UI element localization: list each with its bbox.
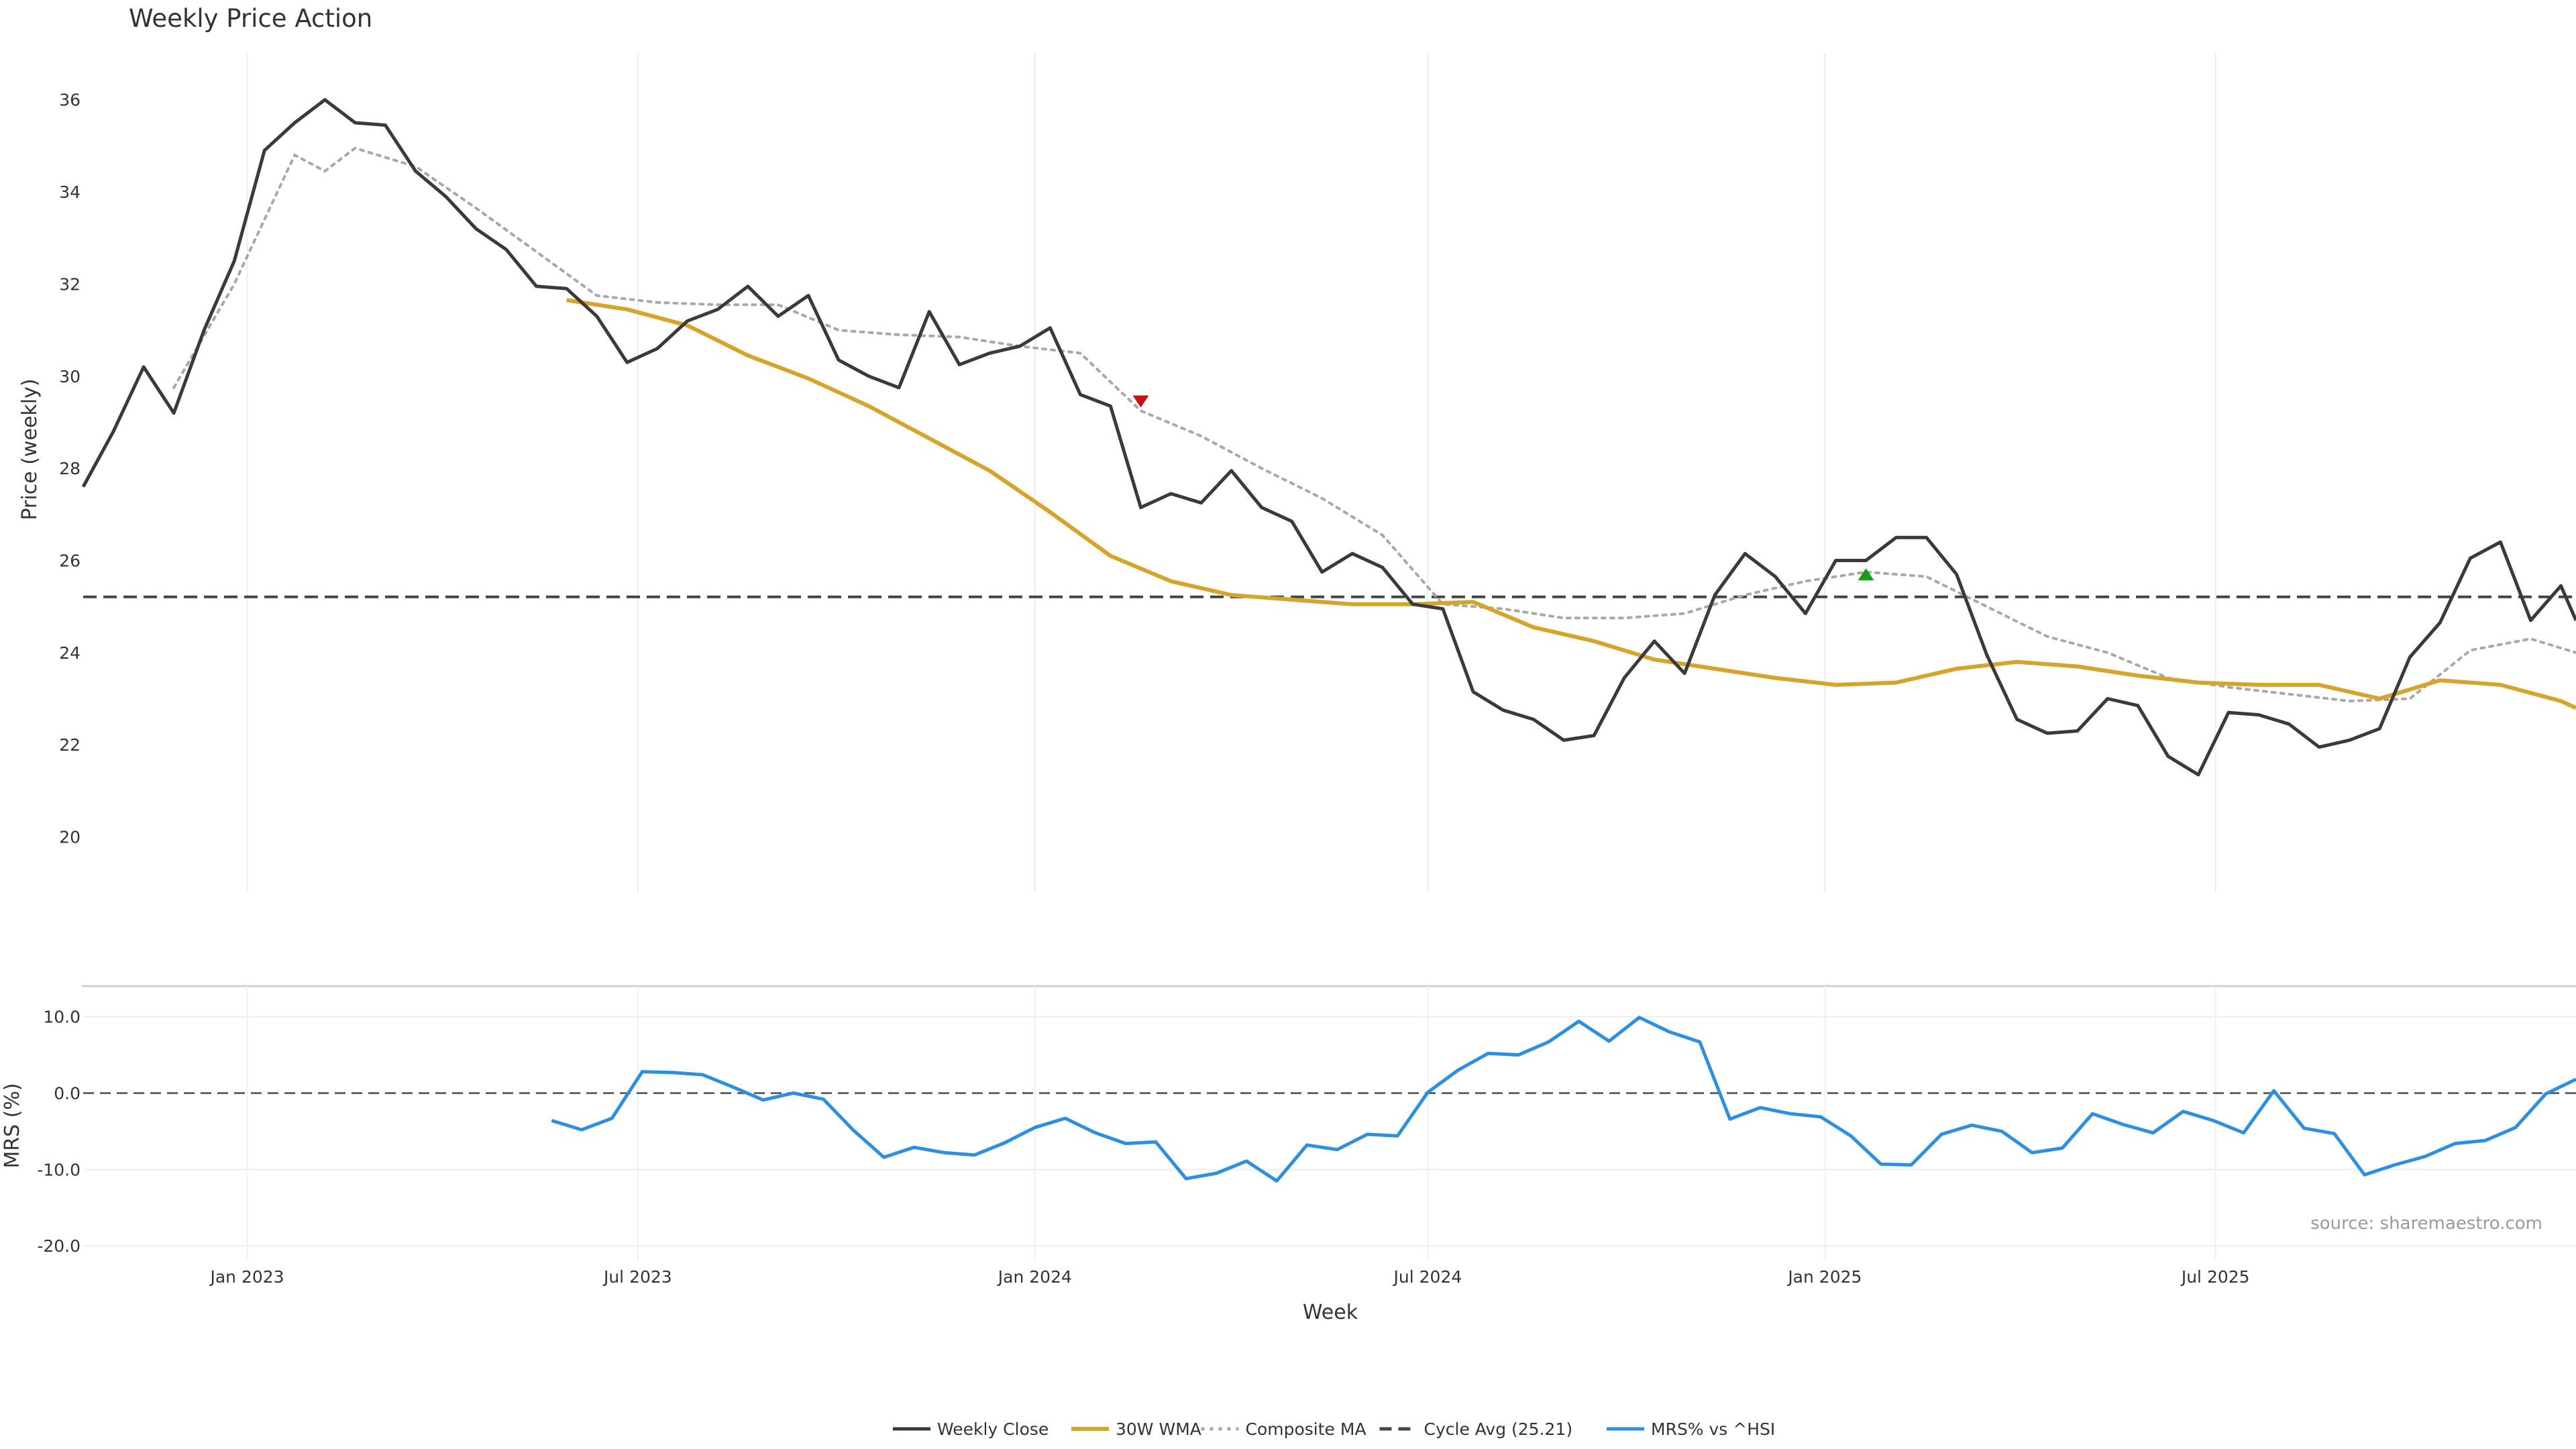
mrs-line: [551, 1016, 2576, 1183]
x-tick-label: Jan 2024: [997, 1267, 1072, 1287]
buy-signal-marker: [1858, 568, 1874, 581]
x-tick-label: Jul 2025: [2180, 1267, 2250, 1287]
mrs-y-tick-label: 0.0: [54, 1083, 80, 1103]
legend-item: 30W WMA: [1071, 1419, 1201, 1439]
price-y-tick-label: 20: [59, 828, 80, 847]
mrs-y-axis-label: MRS (%): [1, 1083, 24, 1168]
mrs-panel: 10.0 0.0 -10.0 -20.0 MRS (%) source: sharem…: [1, 985, 2576, 1261]
legend-item: Cycle Avg (25.21): [1379, 1419, 1573, 1439]
mrs-gridlines: [83, 986, 2576, 1261]
price-y-tick-label: 34: [59, 182, 80, 202]
wma-30w-line: [566, 298, 2576, 710]
legend-label: Weekly Close: [937, 1419, 1049, 1439]
weekly-close-line: [81, 98, 2576, 777]
legend-item: Composite MA: [1201, 1419, 1366, 1439]
signal-markers: [1132, 395, 1874, 581]
price-y-tick-label: 22: [59, 735, 80, 755]
chart-title: Weekly Price Action: [129, 4, 372, 33]
price-x-gridlines: [246, 54, 2216, 892]
price-y-axis-label: Price (weekly): [18, 378, 42, 520]
x-tick-label: Jul 2023: [602, 1267, 672, 1287]
legend-label: MRS% vs ^HSI: [1651, 1419, 1775, 1439]
price-y-tick-label: 30: [59, 367, 80, 386]
price-y-tick-label: 24: [59, 643, 80, 663]
x-axis-label: Week: [1303, 1301, 1358, 1324]
source-note: source: sharemaestro.com: [2310, 1214, 2542, 1234]
legend-item: MRS% vs ^HSI: [1607, 1419, 1775, 1439]
legend-label: Cycle Avg (25.21): [1424, 1419, 1573, 1439]
legend: Weekly Close 30W WMA Composite MA Cycle Avg…: [893, 1419, 1775, 1439]
legend-item: Weekly Close: [893, 1419, 1049, 1439]
x-tick-label: Jan 2025: [1786, 1267, 1862, 1287]
price-y-tick-label: 36: [59, 91, 80, 110]
mrs-y-tick-label: 10.0: [43, 1008, 80, 1027]
sell-signal-marker: [1132, 395, 1149, 408]
mrs-y-tick-label: -10.0: [37, 1160, 80, 1179]
price-y-tick-label: 32: [59, 274, 80, 294]
x-tick-label: Jan 2023: [209, 1267, 284, 1287]
legend-label: 30W WMA: [1116, 1419, 1201, 1439]
price-y-tick-label: 28: [59, 459, 80, 478]
price-y-tick-label: 26: [59, 551, 80, 570]
mrs-y-tick-label: -20.0: [37, 1236, 80, 1256]
x-axis: Jan 2023 Jul 2023 Jan 2024 Jul 2024 Jan 2025…: [209, 1267, 2249, 1287]
x-tick-label: Jul 2024: [1393, 1267, 1462, 1287]
price-y-axis: 20 22 24 26 28 30 32 34 36: [59, 91, 80, 847]
legend-label: Composite MA: [1246, 1419, 1366, 1439]
mrs-y-axis: 10.0 0.0 -10.0 -20.0: [37, 1008, 80, 1256]
price-panel: 20 22 24 26 28 30 32 34 36 Price (weekly): [18, 54, 2576, 892]
